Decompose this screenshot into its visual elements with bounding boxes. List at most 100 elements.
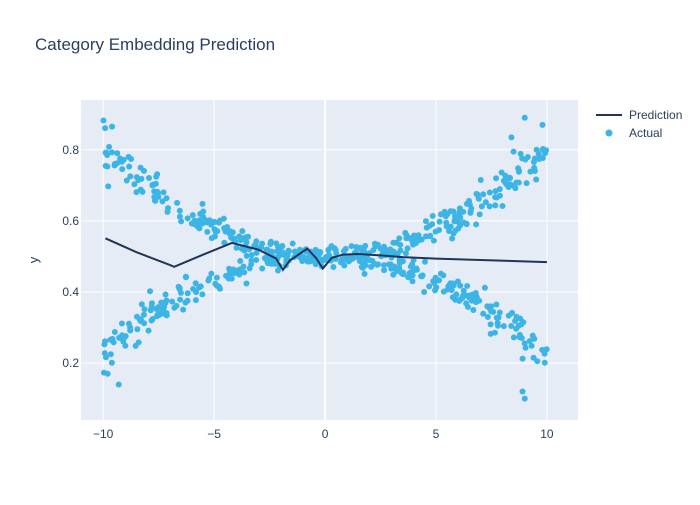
actual-point	[297, 254, 303, 261]
actual-point	[115, 381, 122, 388]
actual-point	[109, 123, 116, 130]
actual-point	[349, 254, 356, 261]
actual-point	[541, 359, 548, 366]
legend: Prediction Actual	[596, 108, 682, 140]
actual-point	[206, 217, 213, 224]
prediction-line	[105, 237, 547, 272]
actual-point	[474, 191, 481, 198]
actual-point	[426, 283, 433, 290]
actual-point	[199, 220, 206, 227]
actual-point	[524, 153, 531, 160]
actual-point	[117, 155, 124, 162]
actual-point	[340, 248, 347, 255]
actual-point	[528, 342, 535, 349]
actual-point	[122, 333, 129, 340]
actual-point	[460, 287, 467, 294]
actual-point	[267, 240, 274, 247]
actual-point	[443, 219, 450, 226]
actual-point	[211, 219, 218, 226]
actual-point	[227, 228, 234, 235]
actual-point	[492, 202, 499, 209]
actual-point	[381, 267, 388, 274]
actual-point	[405, 274, 412, 281]
actual-point	[393, 268, 400, 275]
actual-point	[460, 292, 467, 299]
actual-point	[154, 171, 161, 178]
actual-point	[348, 243, 355, 250]
actual-point	[163, 297, 170, 304]
actual-point	[473, 221, 480, 228]
actual-point	[102, 338, 109, 345]
actual-point	[105, 183, 112, 190]
actual-point	[156, 311, 163, 318]
actual-point	[480, 310, 487, 317]
actual-point	[533, 146, 540, 153]
actual-point	[199, 291, 206, 298]
actual-point	[140, 311, 147, 318]
actual-point	[519, 355, 526, 362]
actual-point	[453, 291, 460, 298]
actual-point	[268, 258, 275, 265]
actual-point	[404, 245, 411, 252]
actual-point	[374, 241, 381, 248]
actual-point	[341, 256, 348, 263]
actual-point	[208, 270, 215, 277]
actual-point	[437, 211, 444, 218]
actual-point	[240, 263, 247, 270]
actual-point	[519, 388, 526, 395]
actual-point	[184, 215, 191, 222]
legend-actual-label[interactable]: Actual	[629, 126, 662, 140]
actual-point	[375, 261, 382, 268]
actual-point	[190, 286, 197, 293]
legend-prediction-label[interactable]: Prediction	[629, 108, 682, 122]
actual-point	[119, 166, 126, 173]
actual-point	[325, 252, 332, 258]
actual-point	[111, 328, 118, 335]
actual-point	[449, 235, 456, 242]
actual-point	[370, 247, 377, 254]
actual-point	[138, 301, 145, 308]
actual-point	[177, 296, 184, 303]
actual-point	[147, 288, 154, 295]
x-tick-label: −5	[207, 427, 221, 441]
actual-point	[174, 199, 181, 206]
x-tick-label: 10	[540, 427, 554, 441]
actual-point	[381, 243, 388, 250]
actual-point	[127, 327, 134, 334]
actual-point	[500, 323, 507, 330]
actual-point	[192, 297, 199, 304]
actual-point	[521, 395, 528, 402]
actual-point	[205, 277, 212, 284]
actual-point	[243, 252, 250, 259]
actual-point	[160, 189, 167, 196]
actual-point	[402, 229, 409, 236]
actual-point	[398, 270, 405, 277]
actual-point	[216, 285, 223, 292]
actual-point	[484, 313, 491, 320]
actual-point	[486, 203, 493, 210]
actual-point	[248, 252, 255, 259]
actual-point	[517, 150, 524, 157]
actual-point	[226, 268, 233, 275]
actual-point	[521, 114, 528, 121]
actual-point	[213, 274, 220, 281]
actual-point	[520, 319, 527, 326]
actual-point	[356, 254, 363, 261]
actual-point	[133, 174, 140, 181]
actual-point	[137, 316, 144, 323]
actual-point	[415, 232, 422, 239]
actual-point	[303, 255, 310, 262]
actual-point	[505, 175, 512, 182]
actual-point	[482, 199, 489, 206]
actual-point	[487, 321, 494, 328]
actual-point	[381, 262, 387, 269]
actual-point	[390, 271, 397, 278]
actual-point	[402, 250, 409, 257]
actual-point	[487, 330, 494, 337]
actual-point	[149, 181, 156, 188]
actual-point	[450, 230, 457, 237]
actual-point	[151, 197, 158, 204]
actual-point	[426, 233, 433, 240]
actual-point	[436, 218, 443, 225]
